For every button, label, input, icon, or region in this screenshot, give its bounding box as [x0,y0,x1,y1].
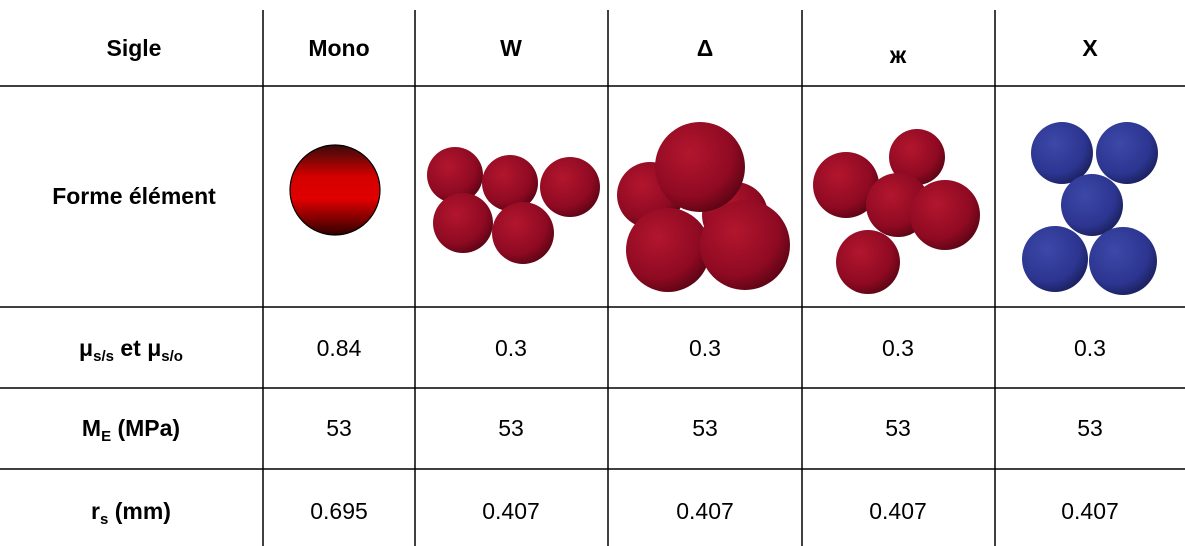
header-cell: Sigle [107,35,162,61]
value-cell: 0.84 [317,335,362,361]
label-sub: s/o [161,348,183,365]
label-sub: s [100,511,108,528]
value-cell: 0.407 [482,498,540,524]
value-cell: 53 [498,415,524,441]
value-cell: 53 [885,415,911,441]
row-label: μs/s et μs/o [79,335,183,365]
row-label: ME (MPa) [82,415,180,445]
header-cell: ж [889,42,907,68]
value-cell: 0.3 [1074,335,1106,361]
header-cell: Mono [308,35,369,61]
header-cell: Δ [697,35,714,61]
label-part: μ [79,335,93,361]
label-part: et μ [114,335,161,361]
row-label: Forme élément [52,183,216,209]
shape-images [289,122,1158,295]
value-cell: 0.407 [869,498,927,524]
value-cell: 53 [1077,415,1103,441]
label-part: r [91,498,100,524]
value-cell: 0.407 [1061,498,1119,524]
value-cell: 53 [692,415,718,441]
label-part: (mm) [108,498,171,524]
label-sub: s/s [93,348,114,365]
header-cell: X [1082,35,1098,61]
value-cell: 0.3 [689,335,721,361]
grid-lines [0,10,1185,546]
header-cell: W [500,35,522,61]
row-label: rs (mm) [91,498,171,528]
value-cell: 0.695 [310,498,368,524]
value-cell: 0.407 [676,498,734,524]
value-cell: 0.3 [495,335,527,361]
value-cell: 0.3 [882,335,914,361]
label-sub: E [101,428,111,445]
label-part: M [82,415,101,441]
value-cell: 53 [326,415,352,441]
label-part: (MPa) [111,415,180,441]
